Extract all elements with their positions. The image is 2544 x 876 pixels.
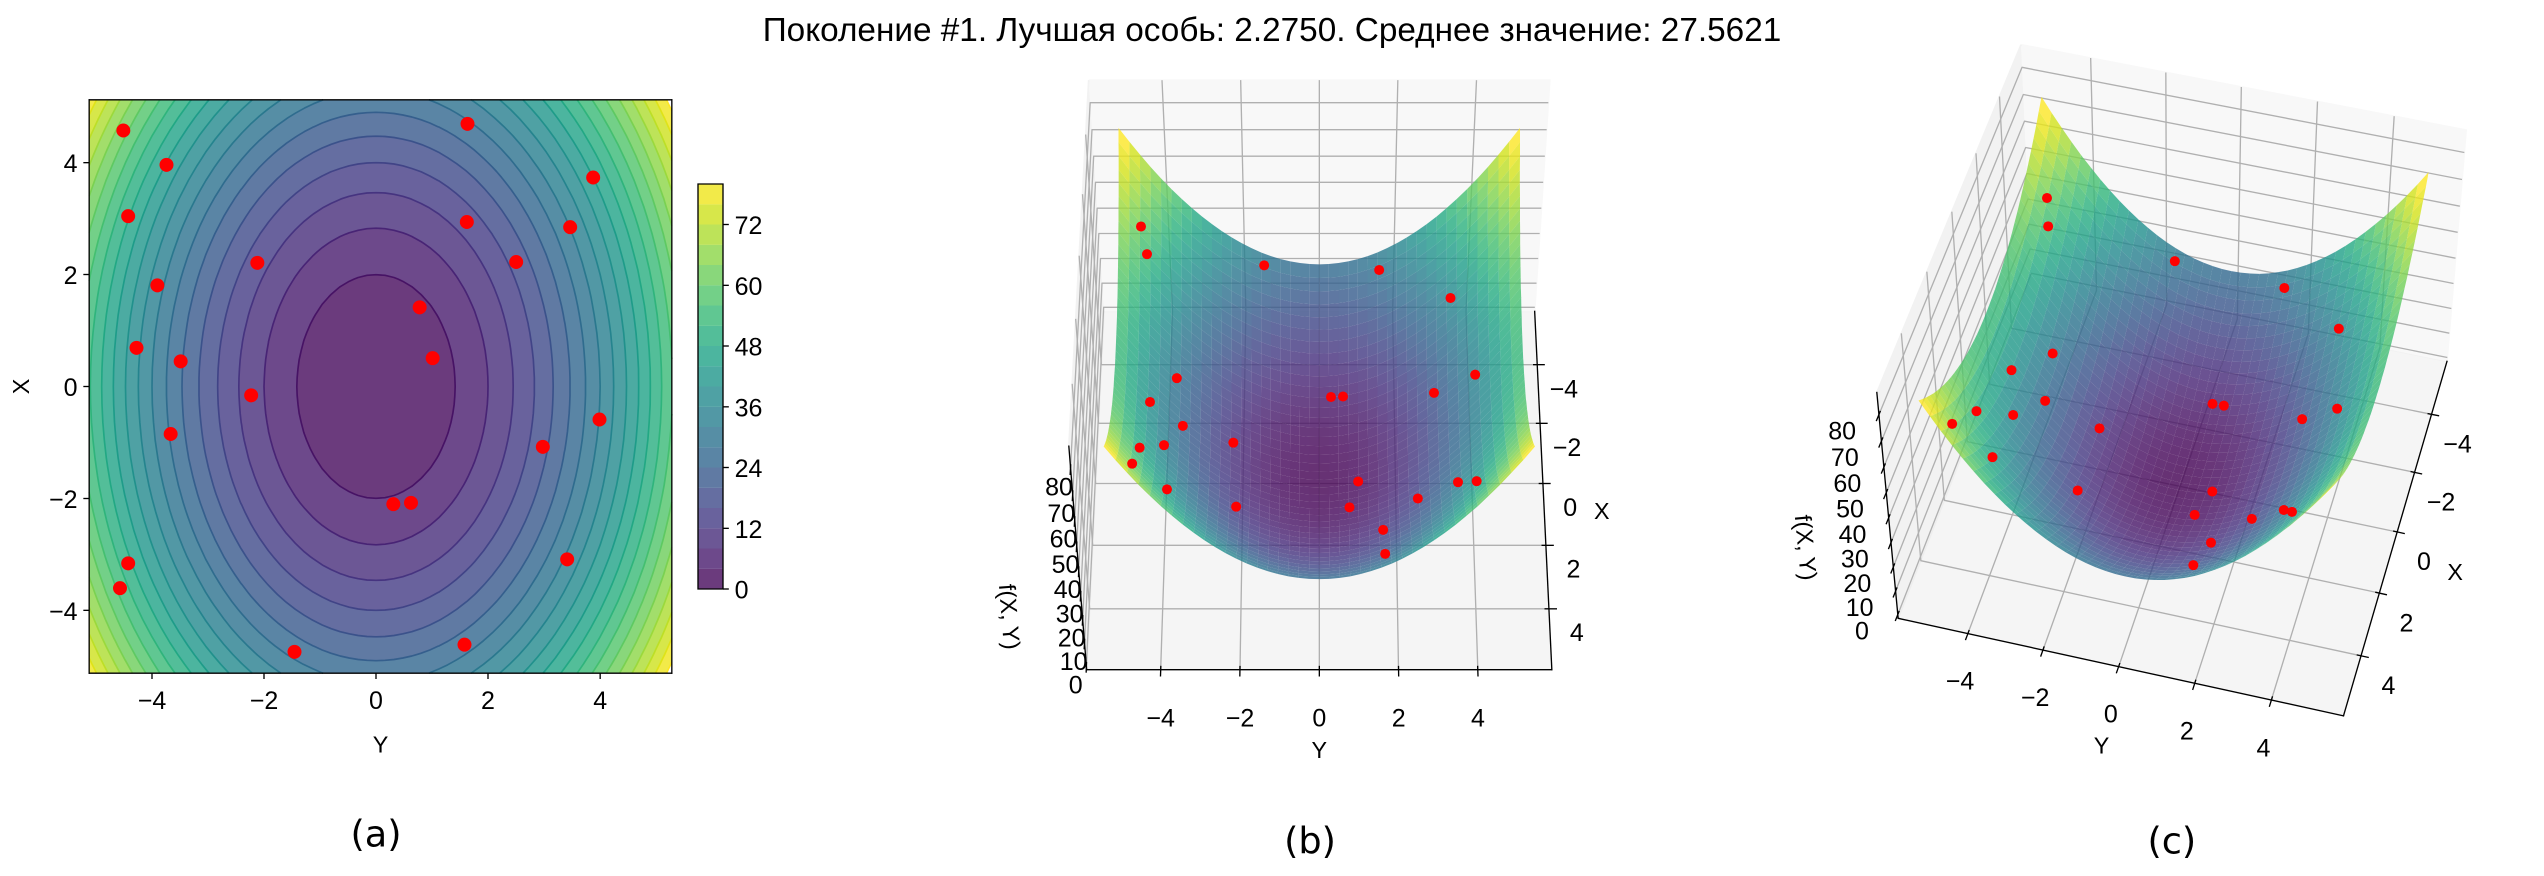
- svg-text:0: 0: [2417, 548, 2431, 576]
- svg-text:2: 2: [481, 687, 495, 715]
- svg-text:4: 4: [593, 687, 607, 715]
- svg-text:36: 36: [735, 394, 763, 422]
- svg-text:40: 40: [1839, 521, 1867, 549]
- svg-text:30: 30: [1056, 600, 1084, 628]
- svg-text:70: 70: [1047, 500, 1075, 528]
- svg-text:−4: −4: [138, 687, 167, 715]
- svg-text:0: 0: [1069, 671, 1083, 699]
- svg-text:50: 50: [1836, 496, 1864, 524]
- svg-text:70: 70: [1831, 444, 1859, 472]
- svg-text:−2: −2: [1553, 434, 1582, 462]
- svg-text:20: 20: [1058, 624, 1086, 652]
- svg-text:2: 2: [1567, 556, 1581, 584]
- svg-text:80: 80: [1828, 418, 1856, 446]
- svg-text:2: 2: [1392, 704, 1406, 732]
- svg-text:−2: −2: [1226, 704, 1255, 732]
- svg-text:4: 4: [64, 150, 78, 178]
- svg-text:Y: Y: [1312, 737, 1328, 763]
- svg-text:30: 30: [1841, 546, 1869, 574]
- svg-text:10: 10: [1846, 594, 1874, 622]
- svg-text:−4: −4: [1946, 667, 1975, 695]
- svg-text:Y: Y: [373, 732, 389, 758]
- svg-text:40: 40: [1054, 576, 1082, 604]
- svg-text:−2: −2: [2021, 684, 2050, 712]
- svg-text:12: 12: [735, 516, 763, 544]
- svg-text:2: 2: [2180, 717, 2194, 745]
- svg-text:(b): (b): [1284, 820, 1336, 863]
- svg-text:X: X: [8, 378, 34, 394]
- svg-text:2: 2: [64, 262, 78, 290]
- svg-text:X: X: [1594, 498, 1610, 524]
- svg-text:0: 0: [369, 687, 383, 715]
- svg-text:10: 10: [1060, 648, 1088, 676]
- svg-text:−4: −4: [1550, 375, 1579, 403]
- svg-text:0: 0: [1563, 494, 1577, 522]
- svg-text:80: 80: [1045, 474, 1073, 502]
- svg-text:72: 72: [735, 212, 763, 240]
- svg-text:−4: −4: [49, 598, 78, 626]
- svg-text:f(X, Y): f(X, Y): [1790, 514, 1822, 582]
- svg-text:−2: −2: [250, 687, 279, 715]
- svg-text:60: 60: [735, 273, 763, 301]
- svg-text:X: X: [2447, 559, 2463, 585]
- svg-text:48: 48: [735, 334, 763, 362]
- svg-text:f(X, Y): f(X, Y): [994, 583, 1025, 651]
- svg-text:−2: −2: [49, 486, 78, 514]
- svg-text:4: 4: [1570, 619, 1584, 647]
- svg-text:−2: −2: [2427, 489, 2456, 517]
- svg-text:Поколение #1. Лучшая особь: 2.: Поколение #1. Лучшая особь: 2.2750. Сред…: [763, 12, 1782, 49]
- svg-text:60: 60: [1050, 526, 1078, 554]
- svg-text:2: 2: [2400, 609, 2414, 637]
- svg-text:4: 4: [2382, 672, 2396, 700]
- svg-text:Y: Y: [2094, 733, 2110, 759]
- svg-text:(c): (c): [2147, 820, 2196, 863]
- svg-text:0: 0: [1312, 704, 1326, 732]
- svg-text:0: 0: [64, 374, 78, 402]
- svg-text:4: 4: [1471, 704, 1485, 732]
- svg-text:0: 0: [735, 577, 749, 605]
- svg-text:50: 50: [1052, 551, 1080, 579]
- svg-text:−4: −4: [1146, 704, 1175, 732]
- svg-text:4: 4: [2257, 734, 2271, 762]
- svg-text:−4: −4: [2443, 431, 2472, 459]
- svg-text:24: 24: [735, 455, 763, 483]
- svg-text:0: 0: [1855, 618, 1869, 646]
- svg-text:20: 20: [1843, 570, 1871, 598]
- svg-text:(a): (a): [350, 813, 401, 856]
- svg-text:0: 0: [2104, 701, 2118, 729]
- svg-text:60: 60: [1833, 470, 1861, 498]
